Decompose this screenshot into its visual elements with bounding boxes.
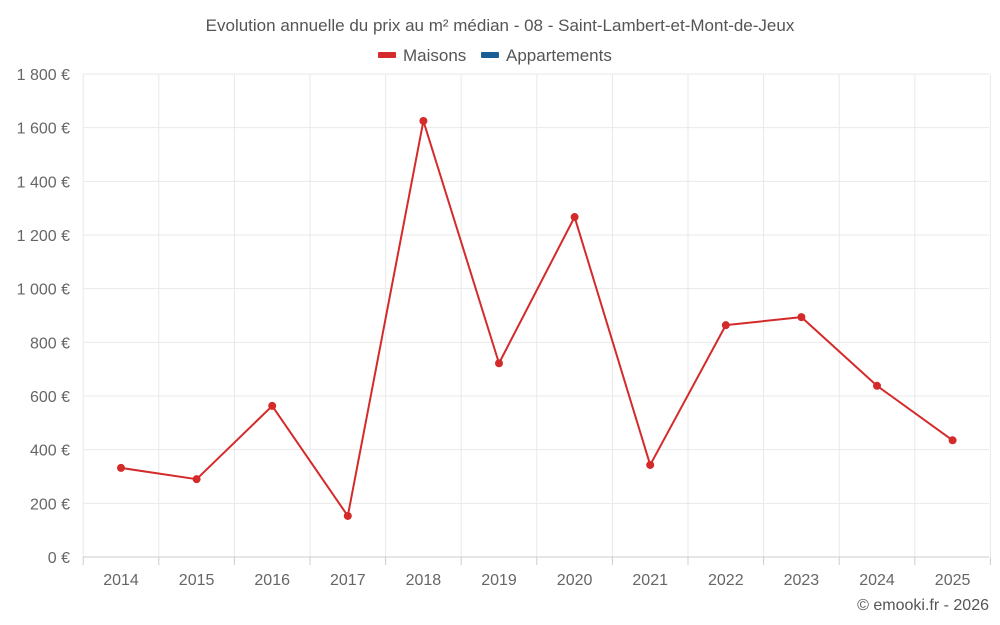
x-tick-label: 2022	[708, 572, 744, 589]
y-tick-label: 0 €	[48, 550, 70, 567]
legend-label-appartements: Appartements	[506, 46, 612, 65]
data-point[interactable]	[570, 213, 579, 222]
legend-swatch-appartements	[481, 52, 499, 58]
data-point[interactable]	[646, 460, 655, 469]
legend-label-maisons: Maisons	[403, 46, 466, 65]
y-tick-label: 1 000 €	[17, 282, 70, 299]
y-tick-label: 200 €	[30, 496, 70, 513]
y-tick-label: 1 800 €	[17, 67, 70, 84]
grid-lines	[82, 73, 991, 557]
x-tick-label: 2014	[103, 572, 139, 589]
y-tick-label: 400 €	[30, 443, 70, 460]
data-point[interactable]	[343, 511, 352, 520]
legend-item-appartements[interactable]: Appartements	[481, 46, 612, 65]
x-axis-labels: 2014 2015 2016 2017 2018 2019 2020 2021 2022 2023…	[103, 572, 970, 589]
legend-swatch-maisons	[378, 52, 396, 58]
y-tick-label: 1 200 €	[17, 228, 70, 245]
y-tick-label: 1 400 €	[17, 174, 70, 191]
legend: Maisons Appartements	[378, 46, 612, 65]
data-point[interactable]	[419, 116, 428, 125]
legend-item-maisons[interactable]: Maisons	[378, 46, 466, 65]
data-point[interactable]	[873, 381, 881, 390]
y-tick-label: 800 €	[30, 335, 70, 352]
x-tick-label: 2020	[557, 572, 593, 589]
series-maisons	[117, 116, 957, 520]
data-point[interactable]	[495, 359, 503, 368]
data-point[interactable]	[721, 321, 730, 330]
x-tick-label: 2016	[254, 572, 290, 589]
data-point[interactable]	[268, 401, 277, 410]
data-point[interactable]	[192, 475, 201, 484]
y-tick-label: 1 600 €	[17, 121, 70, 138]
x-tick-label: 2015	[179, 572, 215, 589]
series-line	[120, 119, 954, 517]
x-tick-label: 2025	[935, 572, 971, 589]
x-tick-label: 2017	[330, 572, 366, 589]
x-tick-label: 2023	[784, 572, 820, 589]
x-tick-label: 2019	[481, 572, 517, 589]
data-point[interactable]	[948, 436, 957, 445]
x-tick-label: 2021	[632, 572, 668, 589]
y-tick-label: 600 €	[30, 389, 70, 406]
credit-text: © emooki.fr - 2026	[857, 597, 989, 614]
y-axis-labels: 0 € 200 € 400 € 600 € 800 € 1 000 € 1 200 € 1 4…	[17, 67, 70, 567]
axes	[82, 556, 991, 565]
x-tick-label: 2018	[406, 572, 442, 589]
chart-title: Evolution annuelle du prix au m² médian …	[206, 16, 795, 35]
data-point[interactable]	[117, 463, 125, 472]
x-tick-label: 2024	[859, 572, 895, 589]
data-point[interactable]	[797, 313, 806, 322]
